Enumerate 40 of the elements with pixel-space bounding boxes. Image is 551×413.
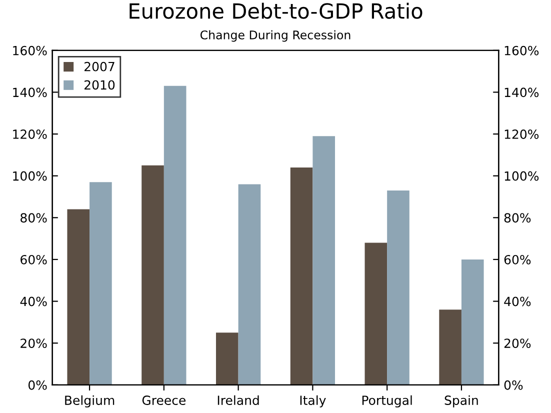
bar <box>90 182 112 385</box>
y-tick-label: 160% <box>13 46 47 56</box>
bar <box>290 167 313 385</box>
y-tick-label: 120% <box>13 129 47 139</box>
y2-tick-label: 60% <box>504 254 531 264</box>
y2-tick-label: 120% <box>504 129 539 139</box>
y2-tick-label: 140% <box>504 88 539 98</box>
y2-tick-label: 20% <box>504 338 531 348</box>
y2-tick-label: 40% <box>504 296 531 306</box>
bar <box>67 209 90 385</box>
x-tick-label: Greece <box>142 396 186 406</box>
y2-tick-label: 0% <box>504 380 523 390</box>
x-tick-label: Portugal <box>362 395 412 408</box>
bar <box>164 86 186 385</box>
y-tick-label: 140% <box>13 88 47 98</box>
y-tick-label: 0% <box>28 380 47 390</box>
chart-title: Eurozone Debt-to-GDP Ratio <box>130 2 422 19</box>
bar <box>364 242 388 385</box>
x-tick-label: Belgium <box>65 395 114 408</box>
x-tick-label: Italy <box>300 395 326 408</box>
x-tick-label: Spain <box>444 395 478 408</box>
y-tick-label: 80% <box>20 213 47 223</box>
bar <box>312 136 336 385</box>
y-tick-label: 40% <box>20 296 47 306</box>
y2-tick-label: 80% <box>504 213 531 223</box>
y-tick-label: 100% <box>13 171 47 181</box>
bar <box>238 184 261 385</box>
bar <box>142 165 164 385</box>
y-tick-label: 60% <box>20 254 47 264</box>
bar <box>216 332 238 385</box>
bar <box>439 310 462 385</box>
bar <box>387 190 410 385</box>
chart-subtitle: Change During Recession <box>200 30 350 42</box>
y2-tick-label: 160% <box>504 46 539 56</box>
x-tick-label: Ireland <box>218 395 259 406</box>
y-tick-label: 20% <box>20 338 47 348</box>
legend-label: 2007 <box>84 62 114 72</box>
bar <box>461 259 484 385</box>
legend-label: 2010 <box>84 80 115 90</box>
y2-tick-label: 100% <box>504 171 539 181</box>
